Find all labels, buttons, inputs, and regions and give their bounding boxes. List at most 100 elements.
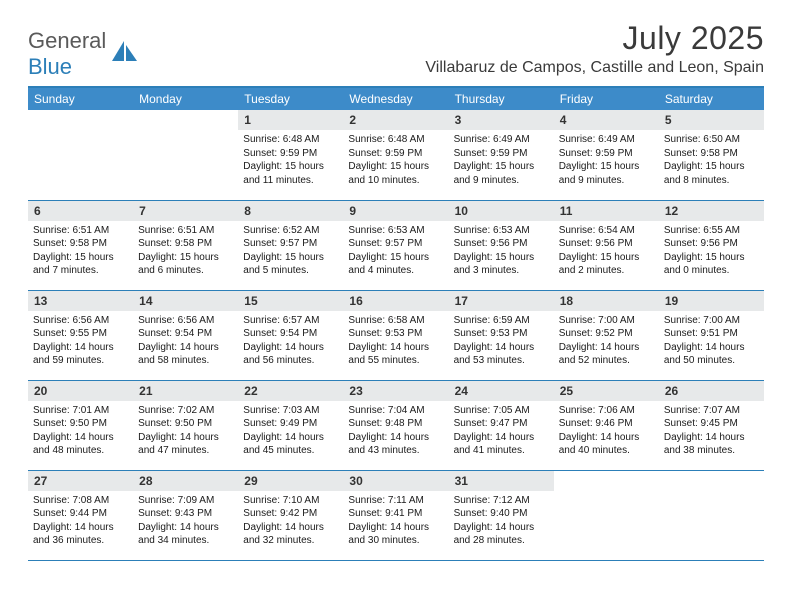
day-content: Sunrise: 7:07 AMSunset: 9:45 PMDaylight:… (659, 401, 764, 462)
calendar-table: Sunday Monday Tuesday Wednesday Thursday… (28, 86, 764, 561)
location-text: Villabaruz de Campos, Castille and Leon,… (425, 59, 764, 77)
page-title: July 2025 (425, 20, 764, 57)
day-cell: 5Sunrise: 6:50 AMSunset: 9:58 PMDaylight… (659, 110, 764, 200)
day-line: Sunrise: 7:00 AM (559, 314, 654, 328)
day-number: 4 (554, 110, 659, 130)
day-number: 21 (133, 381, 238, 401)
day-cell (133, 110, 238, 200)
day-cell: 1Sunrise: 6:48 AMSunset: 9:59 PMDaylight… (238, 110, 343, 200)
day-line: Sunset: 9:59 PM (454, 147, 549, 161)
day-number: 12 (659, 201, 764, 221)
day-line: Sunset: 9:52 PM (559, 327, 654, 341)
dayname-5: Friday (554, 87, 659, 110)
day-cell: 7Sunrise: 6:51 AMSunset: 9:58 PMDaylight… (133, 200, 238, 290)
day-line: Sunrise: 6:57 AM (243, 314, 338, 328)
brand-logo: General Blue (28, 20, 140, 80)
day-line: Sunrise: 6:49 AM (454, 133, 549, 147)
day-content: Sunrise: 7:06 AMSunset: 9:46 PMDaylight:… (554, 401, 659, 462)
day-content: Sunrise: 7:02 AMSunset: 9:50 PMDaylight:… (133, 401, 238, 462)
day-number: 27 (28, 471, 133, 491)
day-line: Sunrise: 7:09 AM (138, 494, 233, 508)
day-line: Sunrise: 6:51 AM (138, 224, 233, 238)
day-cell: 31Sunrise: 7:12 AMSunset: 9:40 PMDayligh… (449, 470, 554, 560)
day-cell (554, 470, 659, 560)
day-cell: 25Sunrise: 7:06 AMSunset: 9:46 PMDayligh… (554, 380, 659, 470)
day-cell (659, 470, 764, 560)
day-number: 3 (449, 110, 554, 130)
day-number: 6 (28, 201, 133, 221)
day-number: 1 (238, 110, 343, 130)
day-content: Sunrise: 6:51 AMSunset: 9:58 PMDaylight:… (133, 221, 238, 282)
day-line: Daylight: 14 hours and 32 minutes. (243, 521, 338, 548)
day-line: Daylight: 15 hours and 11 minutes. (243, 160, 338, 187)
day-line: Sunrise: 6:55 AM (664, 224, 759, 238)
day-line: Sunrise: 7:07 AM (664, 404, 759, 418)
day-cell: 26Sunrise: 7:07 AMSunset: 9:45 PMDayligh… (659, 380, 764, 470)
day-cell: 22Sunrise: 7:03 AMSunset: 9:49 PMDayligh… (238, 380, 343, 470)
day-line: Daylight: 14 hours and 43 minutes. (348, 431, 443, 458)
day-line: Daylight: 14 hours and 41 minutes. (454, 431, 549, 458)
day-content: Sunrise: 6:48 AMSunset: 9:59 PMDaylight:… (343, 130, 448, 191)
day-line: Sunrise: 7:10 AM (243, 494, 338, 508)
day-cell: 30Sunrise: 7:11 AMSunset: 9:41 PMDayligh… (343, 470, 448, 560)
day-content: Sunrise: 6:56 AMSunset: 9:54 PMDaylight:… (133, 311, 238, 372)
day-line: Sunrise: 6:53 AM (454, 224, 549, 238)
day-number: 25 (554, 381, 659, 401)
day-line: Sunset: 9:59 PM (348, 147, 443, 161)
day-line: Sunset: 9:53 PM (454, 327, 549, 341)
day-line: Sunset: 9:51 PM (664, 327, 759, 341)
day-line: Daylight: 14 hours and 34 minutes. (138, 521, 233, 548)
day-content: Sunrise: 7:05 AMSunset: 9:47 PMDaylight:… (449, 401, 554, 462)
day-content: Sunrise: 7:01 AMSunset: 9:50 PMDaylight:… (28, 401, 133, 462)
day-number: 24 (449, 381, 554, 401)
day-line: Sunset: 9:48 PM (348, 417, 443, 431)
day-line: Sunset: 9:55 PM (33, 327, 128, 341)
day-line: Daylight: 15 hours and 4 minutes. (348, 251, 443, 278)
day-number: 26 (659, 381, 764, 401)
day-line: Daylight: 14 hours and 56 minutes. (243, 341, 338, 368)
day-content: Sunrise: 6:53 AMSunset: 9:56 PMDaylight:… (449, 221, 554, 282)
day-number: 10 (449, 201, 554, 221)
week-row: 20Sunrise: 7:01 AMSunset: 9:50 PMDayligh… (28, 380, 764, 470)
day-line: Daylight: 15 hours and 3 minutes. (454, 251, 549, 278)
day-content: Sunrise: 6:57 AMSunset: 9:54 PMDaylight:… (238, 311, 343, 372)
dayname-3: Wednesday (343, 87, 448, 110)
day-line: Sunset: 9:41 PM (348, 507, 443, 521)
day-number: 19 (659, 291, 764, 311)
day-line: Daylight: 14 hours and 59 minutes. (33, 341, 128, 368)
day-line: Daylight: 14 hours and 50 minutes. (664, 341, 759, 368)
day-line: Sunrise: 7:03 AM (243, 404, 338, 418)
day-line: Sunset: 9:59 PM (243, 147, 338, 161)
day-cell: 6Sunrise: 6:51 AMSunset: 9:58 PMDaylight… (28, 200, 133, 290)
day-line: Sunset: 9:46 PM (559, 417, 654, 431)
day-cell (28, 110, 133, 200)
day-line: Sunset: 9:45 PM (664, 417, 759, 431)
day-line: Daylight: 15 hours and 0 minutes. (664, 251, 759, 278)
day-number: 17 (449, 291, 554, 311)
day-line: Sunrise: 6:51 AM (33, 224, 128, 238)
day-line: Daylight: 14 hours and 30 minutes. (348, 521, 443, 548)
day-line: Daylight: 14 hours and 53 minutes. (454, 341, 549, 368)
day-line: Sunrise: 7:12 AM (454, 494, 549, 508)
day-line: Daylight: 15 hours and 10 minutes. (348, 160, 443, 187)
day-cell: 14Sunrise: 6:56 AMSunset: 9:54 PMDayligh… (133, 290, 238, 380)
day-content: Sunrise: 6:53 AMSunset: 9:57 PMDaylight:… (343, 221, 448, 282)
day-line: Sunset: 9:42 PM (243, 507, 338, 521)
day-cell: 15Sunrise: 6:57 AMSunset: 9:54 PMDayligh… (238, 290, 343, 380)
day-number: 22 (238, 381, 343, 401)
day-cell: 17Sunrise: 6:59 AMSunset: 9:53 PMDayligh… (449, 290, 554, 380)
day-cell: 24Sunrise: 7:05 AMSunset: 9:47 PMDayligh… (449, 380, 554, 470)
day-content: Sunrise: 6:55 AMSunset: 9:56 PMDaylight:… (659, 221, 764, 282)
dayname-0: Sunday (28, 87, 133, 110)
day-number: 29 (238, 471, 343, 491)
dayname-1: Monday (133, 87, 238, 110)
day-line: Sunset: 9:49 PM (243, 417, 338, 431)
day-line: Sunset: 9:58 PM (664, 147, 759, 161)
day-number: 28 (133, 471, 238, 491)
dayname-4: Thursday (449, 87, 554, 110)
day-line: Sunset: 9:59 PM (559, 147, 654, 161)
brand-word1: General (28, 28, 106, 53)
day-number: 15 (238, 291, 343, 311)
day-content: Sunrise: 6:56 AMSunset: 9:55 PMDaylight:… (28, 311, 133, 372)
day-cell: 23Sunrise: 7:04 AMSunset: 9:48 PMDayligh… (343, 380, 448, 470)
